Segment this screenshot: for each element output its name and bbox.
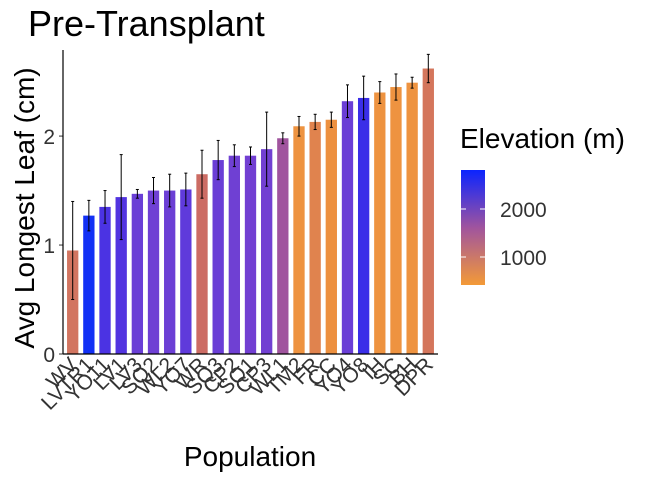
bar	[83, 215, 95, 354]
bar	[374, 92, 386, 354]
bar	[67, 250, 79, 354]
y-tick-label: 1	[43, 235, 55, 258]
colorbar	[461, 170, 485, 285]
bar	[341, 101, 354, 354]
legend-label: 2000	[500, 199, 547, 222]
bar	[180, 189, 192, 354]
bar	[131, 193, 144, 354]
bar	[228, 155, 240, 354]
bar	[406, 82, 418, 354]
bar	[357, 97, 370, 354]
bar	[244, 155, 257, 354]
bar	[115, 197, 127, 354]
bar	[293, 126, 305, 354]
y-axis-label: Avg Longest Leaf (cm)	[9, 67, 40, 348]
bar	[325, 119, 337, 354]
bar	[212, 160, 224, 354]
bar	[422, 68, 434, 354]
legend-title: Elevation (m)	[460, 123, 625, 154]
y-tick-label: 2	[43, 126, 55, 149]
bar	[147, 190, 160, 354]
bar	[390, 87, 402, 354]
bar	[164, 190, 176, 354]
chart-title: Pre-Transplant	[28, 3, 265, 44]
legend-label: 1000	[500, 247, 547, 270]
bar	[309, 121, 321, 355]
bar	[277, 138, 289, 354]
y-tick-label: 0	[43, 344, 55, 367]
x-axis-label: Population	[184, 441, 316, 472]
bar	[261, 149, 273, 354]
bar	[99, 206, 111, 354]
bar	[196, 174, 208, 354]
